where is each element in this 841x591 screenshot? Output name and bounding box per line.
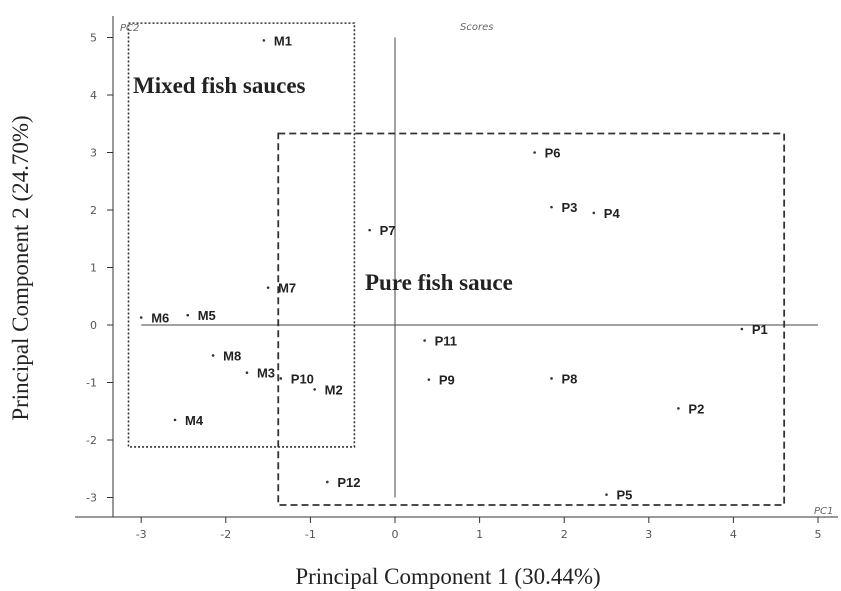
group-label-mixed: Mixed fish sauces — [133, 73, 306, 98]
y-tick-label: 1 — [90, 262, 97, 275]
data-point — [592, 211, 596, 215]
point-label: P9 — [439, 373, 455, 388]
x-tick-label: 3 — [645, 528, 652, 541]
y-tick-label: -1 — [86, 377, 97, 390]
tick-marks: -3 -2 -1 0 1 2 3 4 5 -3 -2 -1 0 1 2 3 4 5 — [86, 32, 821, 542]
axes-frame — [75, 16, 838, 518]
data-point — [313, 388, 316, 391]
data-point — [186, 313, 190, 317]
point-label: M2 — [325, 382, 343, 397]
data-point — [423, 339, 426, 342]
y-tick-label: 2 — [90, 204, 97, 217]
group-boxes — [127, 22, 786, 506]
group-box-mixed — [127, 22, 356, 448]
data-point — [605, 493, 608, 496]
y-axis-tag: PC2 — [120, 23, 139, 34]
data-points: M1 M2 M3 M4 M5 M6 M7 M8 P1 P2 P3 P4 P5 P6 P7 P8 P9 P10 P11… — [139, 33, 768, 503]
point-label: P7 — [380, 223, 396, 238]
y-tick-label: 0 — [90, 319, 97, 332]
x-tick-label: 5 — [815, 528, 822, 541]
point-label: M4 — [185, 413, 204, 428]
point-label: P2 — [688, 401, 704, 416]
x-tick-label: -3 — [136, 528, 147, 541]
y-axis-title: Principal Component 2 (24.70%) — [8, 115, 33, 420]
point-label: P4 — [604, 206, 621, 221]
data-point — [550, 205, 553, 209]
point-label: M7 — [278, 281, 296, 296]
data-point — [550, 377, 553, 380]
y-tick-label: -3 — [86, 492, 97, 505]
x-tick-label: -1 — [305, 528, 316, 541]
data-point — [245, 371, 249, 375]
y-tick-label: 5 — [90, 32, 97, 45]
point-label: M3 — [257, 366, 275, 381]
chart-title: Scores — [460, 22, 493, 33]
point-label: P10 — [291, 371, 314, 386]
group-box-pure — [277, 132, 786, 506]
data-point — [427, 378, 431, 381]
data-point — [368, 228, 371, 232]
point-label: P3 — [562, 200, 578, 215]
x-axis-title: Principal Component 1 (30.44%) — [295, 564, 600, 589]
y-tick-label: -2 — [86, 434, 97, 447]
point-label: P1 — [752, 322, 768, 337]
point-label: P5 — [617, 488, 633, 503]
x-tick-label: 0 — [392, 528, 399, 541]
x-tick-label: 2 — [561, 528, 568, 541]
x-tick-label: 1 — [476, 528, 483, 541]
point-label: P6 — [545, 146, 561, 161]
data-point — [266, 286, 270, 289]
data-point — [262, 39, 266, 42]
point-label: P11 — [435, 334, 457, 349]
x-tick-label: 4 — [730, 528, 737, 541]
point-label: M6 — [151, 311, 169, 326]
point-label: M1 — [274, 33, 292, 48]
group-label-pure: Pure fish sauce — [365, 270, 513, 295]
data-point — [740, 327, 744, 331]
data-point — [279, 377, 283, 380]
data-point — [139, 316, 143, 319]
point-label: P12 — [337, 475, 360, 490]
data-point — [677, 407, 680, 410]
point-label: P8 — [562, 371, 578, 386]
point-label: M5 — [198, 308, 216, 323]
x-tick-label: -2 — [220, 528, 231, 541]
data-point — [326, 480, 329, 484]
x-axis-tag: PC1 — [814, 506, 833, 517]
data-point — [211, 354, 215, 357]
y-tick-label: 3 — [90, 147, 97, 160]
data-point — [533, 151, 536, 154]
data-point — [173, 418, 177, 422]
y-tick-label: 4 — [90, 89, 97, 102]
point-label: M8 — [223, 348, 241, 363]
